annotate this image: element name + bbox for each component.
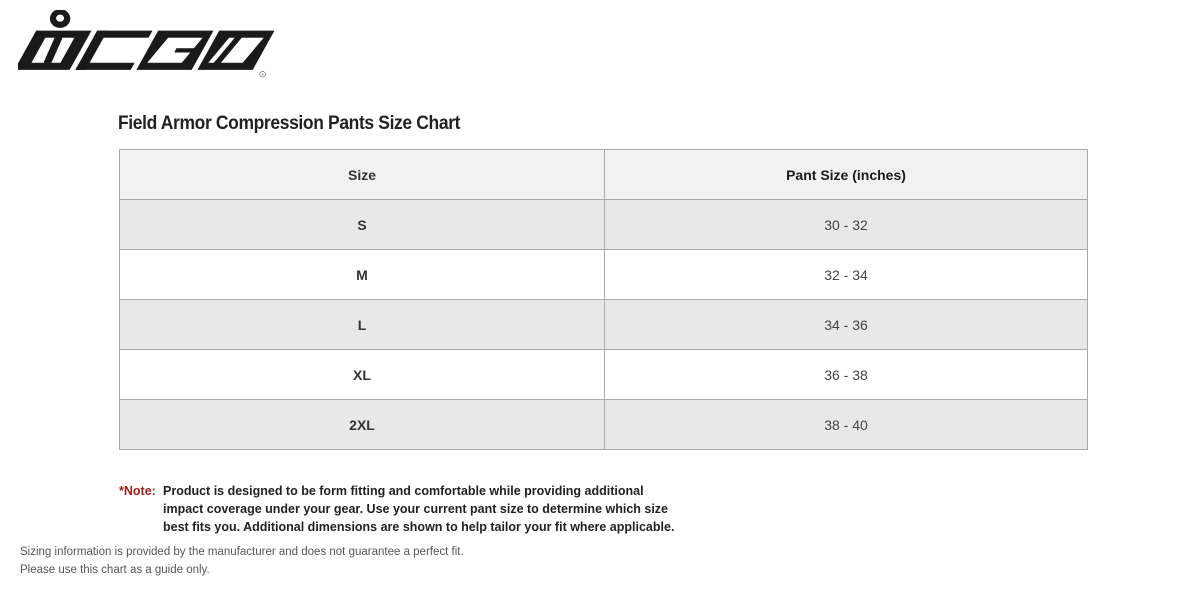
svg-text:R: R [262, 72, 264, 76]
